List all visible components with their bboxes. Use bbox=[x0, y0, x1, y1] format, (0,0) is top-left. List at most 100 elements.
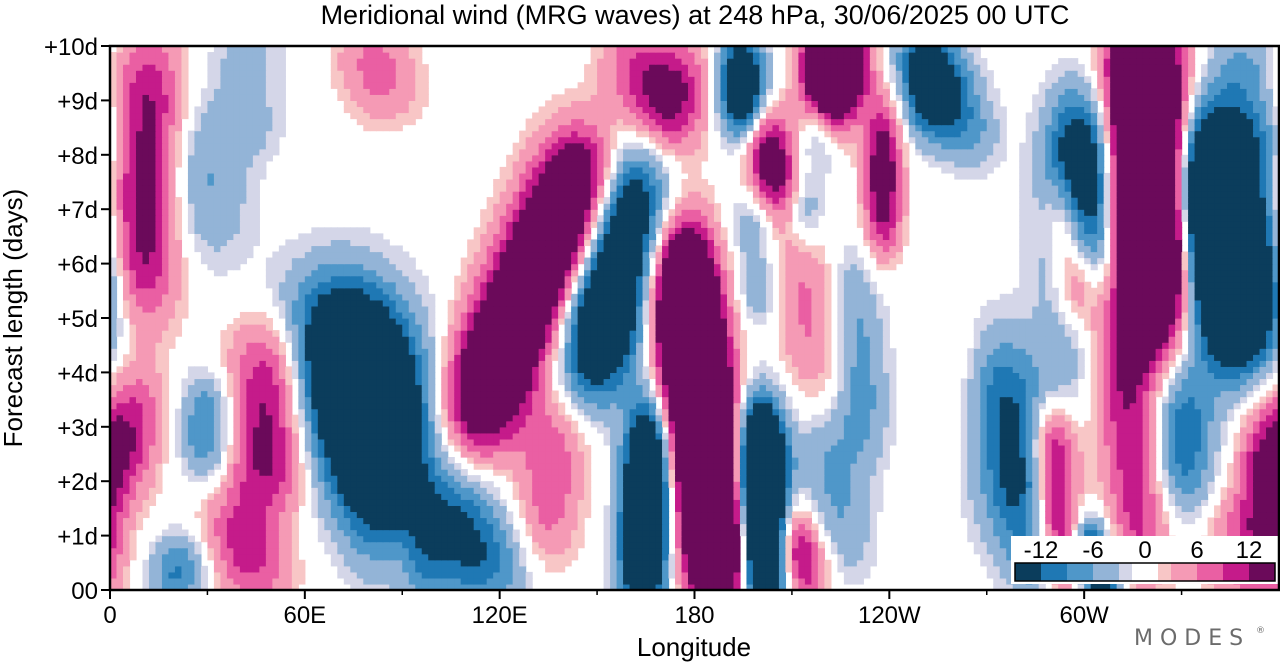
heatmap-cell bbox=[1013, 475, 1020, 482]
heatmap-cell bbox=[695, 384, 702, 391]
heatmap-cell bbox=[831, 409, 838, 416]
heatmap-cell bbox=[1214, 409, 1221, 416]
heatmap-cell bbox=[389, 457, 396, 464]
heatmap-cell bbox=[311, 397, 318, 404]
heatmap-cell bbox=[428, 548, 435, 555]
heatmap-cell bbox=[389, 536, 396, 543]
heatmap-cell bbox=[779, 463, 786, 470]
heatmap-cell bbox=[636, 517, 643, 524]
heatmap-cell bbox=[1195, 445, 1202, 452]
heatmap-cell bbox=[798, 445, 805, 452]
heatmap-cell bbox=[214, 403, 221, 410]
heatmap-cell bbox=[188, 391, 195, 398]
heatmap-cell bbox=[1032, 433, 1039, 440]
heatmap-cell bbox=[493, 530, 500, 537]
heatmap-cell bbox=[175, 433, 182, 440]
heatmap-cell bbox=[461, 433, 468, 440]
heatmap-cell bbox=[837, 469, 844, 476]
heatmap-cell bbox=[682, 397, 689, 404]
heatmap-cell bbox=[357, 397, 364, 404]
heatmap-cell bbox=[785, 542, 792, 549]
heatmap-cell bbox=[675, 566, 682, 573]
heatmap-cell bbox=[1247, 421, 1254, 428]
heatmap-cell bbox=[480, 493, 487, 500]
heatmap-cell bbox=[1162, 481, 1169, 488]
heatmap-cell bbox=[461, 481, 468, 488]
heatmap-cell bbox=[617, 499, 624, 506]
heatmap-cell bbox=[136, 499, 143, 506]
heatmap-cell bbox=[818, 566, 825, 573]
heatmap-cell bbox=[123, 530, 130, 537]
heatmap-cell bbox=[526, 463, 533, 470]
heatmap-cell bbox=[785, 481, 792, 488]
heatmap-cell bbox=[181, 397, 188, 404]
heatmap-cell bbox=[701, 530, 708, 537]
heatmap-cell bbox=[584, 493, 591, 500]
heatmap-cell bbox=[1032, 421, 1039, 428]
heatmap-cell bbox=[474, 493, 481, 500]
heatmap-cell bbox=[292, 487, 299, 494]
heatmap-cell bbox=[1136, 524, 1143, 531]
heatmap-cell bbox=[116, 409, 123, 416]
heatmap-cell bbox=[727, 427, 734, 434]
heatmap-cell bbox=[298, 403, 305, 410]
heatmap-cell bbox=[643, 548, 650, 555]
heatmap-cell bbox=[383, 566, 390, 573]
heatmap-cell bbox=[1143, 397, 1150, 404]
heatmap-cell bbox=[1006, 487, 1013, 494]
heatmap-cell bbox=[188, 469, 195, 476]
heatmap-cell bbox=[513, 427, 520, 434]
heatmap-cell bbox=[500, 517, 507, 524]
heatmap-cell bbox=[279, 397, 286, 404]
heatmap-cell bbox=[181, 554, 188, 561]
heatmap-cell bbox=[688, 517, 695, 524]
heatmap-cell bbox=[214, 384, 221, 391]
heatmap-cell bbox=[967, 403, 974, 410]
heatmap-cell bbox=[682, 566, 689, 573]
heatmap-cell bbox=[311, 445, 318, 452]
heatmap-cell bbox=[617, 554, 624, 561]
heatmap-cell bbox=[454, 445, 461, 452]
heatmap-cell bbox=[272, 463, 279, 470]
heatmap-cell bbox=[259, 427, 266, 434]
heatmap-cell bbox=[662, 530, 669, 537]
heatmap-cell bbox=[136, 511, 143, 518]
heatmap-cell bbox=[1182, 505, 1189, 512]
heatmap-cell bbox=[448, 554, 455, 561]
heatmap-cell bbox=[1162, 524, 1169, 531]
heatmap-cell bbox=[318, 421, 325, 428]
heatmap-cell bbox=[279, 536, 286, 543]
heatmap-cell bbox=[246, 463, 253, 470]
heatmap-cell bbox=[974, 397, 981, 404]
heatmap-cell bbox=[324, 391, 331, 398]
heatmap-cell bbox=[526, 451, 533, 458]
heatmap-cell bbox=[876, 487, 883, 494]
heatmap-cell bbox=[1221, 511, 1228, 518]
heatmap-cell bbox=[857, 499, 864, 506]
heatmap-cell bbox=[487, 384, 494, 391]
heatmap-cell bbox=[987, 511, 994, 518]
heatmap-cell bbox=[350, 481, 357, 488]
heatmap-cell bbox=[1084, 451, 1091, 458]
heatmap-cell bbox=[1266, 505, 1273, 512]
heatmap-cell bbox=[480, 487, 487, 494]
heatmap-cell bbox=[584, 384, 591, 391]
heatmap-cell bbox=[220, 560, 227, 567]
heatmap-cell bbox=[1013, 524, 1020, 531]
heatmap-cell bbox=[597, 409, 604, 416]
heatmap-cell bbox=[792, 445, 799, 452]
heatmap-cell bbox=[623, 560, 630, 567]
heatmap-cell bbox=[1117, 433, 1124, 440]
heatmap-cell bbox=[1175, 481, 1182, 488]
heatmap-cell bbox=[376, 536, 383, 543]
heatmap-cell bbox=[402, 487, 409, 494]
heatmap-cell bbox=[246, 475, 253, 482]
heatmap-cell bbox=[246, 566, 253, 573]
heatmap-cell bbox=[682, 524, 689, 531]
heatmap-cell bbox=[1175, 409, 1182, 416]
heatmap-cell bbox=[318, 409, 325, 416]
heatmap-cell bbox=[493, 542, 500, 549]
heatmap-cell bbox=[474, 451, 481, 458]
heatmap-cell bbox=[805, 542, 812, 549]
heatmap-cell bbox=[1084, 463, 1091, 470]
